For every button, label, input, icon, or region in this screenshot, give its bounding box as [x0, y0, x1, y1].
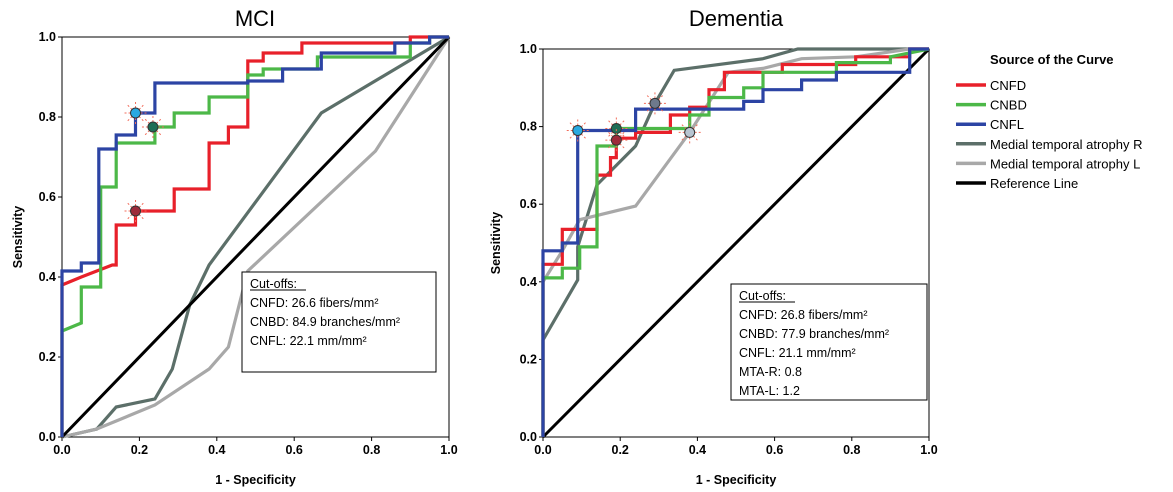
- cutoff-dot: [130, 205, 142, 217]
- legend-title: Source of the Curve: [990, 52, 1114, 67]
- y-tick-label: 0.2: [39, 350, 56, 364]
- cutoff-line: CNBD: 84.9 branches/mm²: [250, 315, 400, 329]
- cutoff-dot: [684, 126, 696, 138]
- cutoff-dot: [130, 107, 142, 119]
- y-tick-label: 1.0: [39, 30, 56, 44]
- cutoff-line: CNFL: 22.1 mm/mm²: [250, 334, 367, 348]
- legend-item-label: Medial temporal atrophy L: [990, 156, 1140, 171]
- legend: Source of the Curve CNFD CNBD CNFL Medial te…: [956, 52, 1142, 191]
- x-tick-label: 0.6: [766, 443, 783, 457]
- series-line-reference-line: [541, 47, 931, 439]
- x-tick-label: 0.0: [53, 443, 70, 457]
- series-line-medial-temporal-atrophy-r: [61, 35, 450, 439]
- series-line-cnfl: [60, 35, 449, 437]
- x-tick-label: 0.4: [208, 443, 225, 457]
- x-tick-label: 0.4: [689, 443, 706, 457]
- y-axis-label: Sensitivity: [489, 212, 503, 275]
- plot-frame: [542, 48, 930, 438]
- cutoff-line: MTA-R: 0.8: [739, 365, 802, 379]
- cutoff-line: CNFD: 26.8 fibers/mm²: [739, 308, 868, 322]
- cutoffs-heading: Cut-offs:: [250, 277, 297, 291]
- y-tick-label: 0.6: [39, 190, 56, 204]
- cutoff-marker: [124, 102, 147, 124]
- series-line-reference-line: [60, 35, 451, 439]
- x-axis-label: 1 - Specificity: [215, 473, 296, 487]
- y-tick-label: 0.0: [39, 430, 56, 444]
- series-line-cnfl: [541, 47, 929, 437]
- series-line-medial-temporal-atrophy-l: [61, 36, 451, 439]
- x-tick-label: 0.2: [131, 443, 148, 457]
- cutoff-marker: [124, 200, 147, 222]
- legend-item-label: CNFD: [990, 78, 1026, 93]
- cutoff-line: MTA-L: 1.2: [739, 384, 800, 398]
- y-tick-label: 0.8: [39, 110, 56, 124]
- x-tick-label: 0.0: [534, 443, 551, 457]
- cutoff-marker: [566, 119, 589, 142]
- x-tick-label: 0.8: [363, 443, 380, 457]
- chart-panel-2: Dementia 0.0 0.2 0.4 0.6 0.8 1.0 0.0 0.2 0.4 0.6 0.…: [489, 6, 938, 487]
- cutoffs-box: Cut-offs: CNFD: 26.6 fibers/mm² CNBD: 84.9…: [241, 271, 437, 373]
- cutoffs-box: Cut-offs: CNFD: 26.8 fibers/mm² CNBD: 77.9…: [730, 283, 928, 401]
- legend-item-label: CNFL: [990, 117, 1024, 132]
- x-tick-label: 1.0: [440, 443, 457, 457]
- y-tick-label: 0.4: [520, 275, 537, 289]
- cutoff-line: CNBD: 77.9 branches/mm²: [739, 327, 889, 341]
- legend-item-label: Medial temporal atrophy R: [990, 137, 1142, 152]
- cutoff-dot: [610, 134, 622, 146]
- y-tick-label: 0.4: [39, 270, 56, 284]
- cutoff-marker: [605, 129, 628, 152]
- cutoffs-heading: Cut-offs:: [739, 289, 786, 303]
- cutoff-dot: [572, 124, 584, 136]
- x-tick-label: 1.0: [920, 443, 937, 457]
- cutoff-dot: [610, 123, 622, 135]
- x-axis-label: 1 - Specificity: [696, 473, 777, 487]
- legend-item-label: CNBD: [990, 98, 1027, 113]
- y-tick-label: 0.6: [520, 197, 537, 211]
- y-tick-label: 0.0: [520, 430, 537, 444]
- y-axis-label: Sensitivity: [11, 206, 25, 269]
- series-line-cnbd: [60, 35, 449, 437]
- cutoffs-box-frame: [241, 271, 437, 373]
- y-tick-label: 0.8: [520, 120, 537, 134]
- cutoff-marker: [643, 92, 666, 115]
- x-tick-label: 0.8: [843, 443, 860, 457]
- x-tick-label: 0.6: [286, 443, 303, 457]
- y-tick-label: 0.2: [520, 352, 537, 366]
- legend-item-label: Reference Line: [990, 176, 1078, 191]
- cutoff-line: CNFL: 21.1 mm/mm²: [739, 346, 856, 360]
- cutoff-line: CNFD: 26.6 fibers/mm²: [250, 296, 379, 310]
- plot-frame: [61, 36, 450, 438]
- cutoff-dot: [649, 97, 661, 109]
- cutoff-marker: [678, 121, 701, 144]
- chart-panel-1: MCI 0.0 0.2 0.4 0.6 0.8 1.0 0.0 0.2 0.4 0.6 0.8 1.0 1…: [11, 6, 458, 487]
- x-tick-label: 0.2: [612, 443, 629, 457]
- chart-title: Dementia: [689, 6, 784, 31]
- cutoff-marker: [141, 116, 164, 138]
- chart-title: MCI: [235, 6, 275, 31]
- series-line-cnbd: [541, 47, 930, 437]
- cutoff-dot: [147, 121, 159, 133]
- series-line-cnfd: [60, 35, 449, 437]
- y-tick-label: 1.0: [520, 42, 537, 56]
- cutoffs-box-frame: [730, 283, 928, 401]
- series-line-medial-temporal-atrophy-r: [541, 47, 929, 437]
